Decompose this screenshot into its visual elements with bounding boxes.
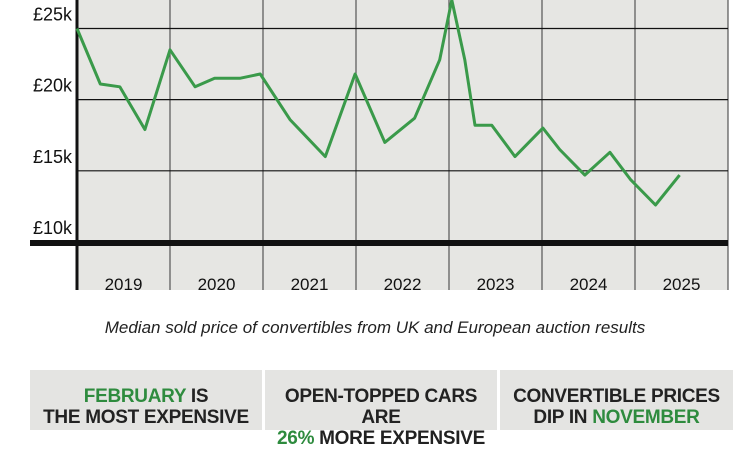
y-tick-label: £10k <box>33 218 73 238</box>
x-tick-label: 2024 <box>570 275 608 294</box>
x-tick-label: 2025 <box>663 275 701 294</box>
x-tick-label: 2022 <box>384 275 422 294</box>
fact-box: FEBRUARY IS THE MOST EXPENSIVE <box>30 370 262 430</box>
box-text: OPEN-TOPPED CARS ARE <box>284 386 478 428</box>
plot-background <box>77 0 728 290</box>
page: {"chart_data": {"type": "line", "caption… <box>30 0 733 449</box>
y-tick-label: £25k <box>33 4 73 24</box>
chart: 2019 2020 2021 2022 2023 2024 2025 £10k £15k £20k… <box>30 0 729 294</box>
line <box>75 0 681 207</box>
x-tick-label: 2021 <box>291 275 329 294</box>
box-text: THE MOST EXPENSIVE <box>43 407 249 428</box>
x-tick-label: 2023 <box>477 275 515 294</box>
box-text: MORE EXPENSIVE <box>314 428 485 449</box>
box-text: DIP IN <box>533 407 593 428</box>
fact-box: OPEN-TOPPED CARS ARE 26% MORE EXPENSIVE <box>265 370 497 449</box>
y-tick-label: £15k <box>33 147 73 167</box>
y-tick-label: £20k <box>33 76 73 96</box>
highlight: NOVEMBER <box>592 407 700 428</box>
x-tick-label: 2020 <box>198 275 236 294</box>
highlight: 26% <box>277 428 315 449</box>
highlight: FEBRUARY <box>83 386 186 407</box>
box-text: CONVERTIBLE PRICES <box>513 386 720 407</box>
caption: Median sold price of convertibles from U… <box>104 318 646 337</box>
box-text: IS <box>185 386 209 407</box>
fact-box: CONVERTIBLE PRICES DIP IN NOVEMBER <box>500 370 733 430</box>
x-tick-label: 2019 <box>105 275 143 294</box>
